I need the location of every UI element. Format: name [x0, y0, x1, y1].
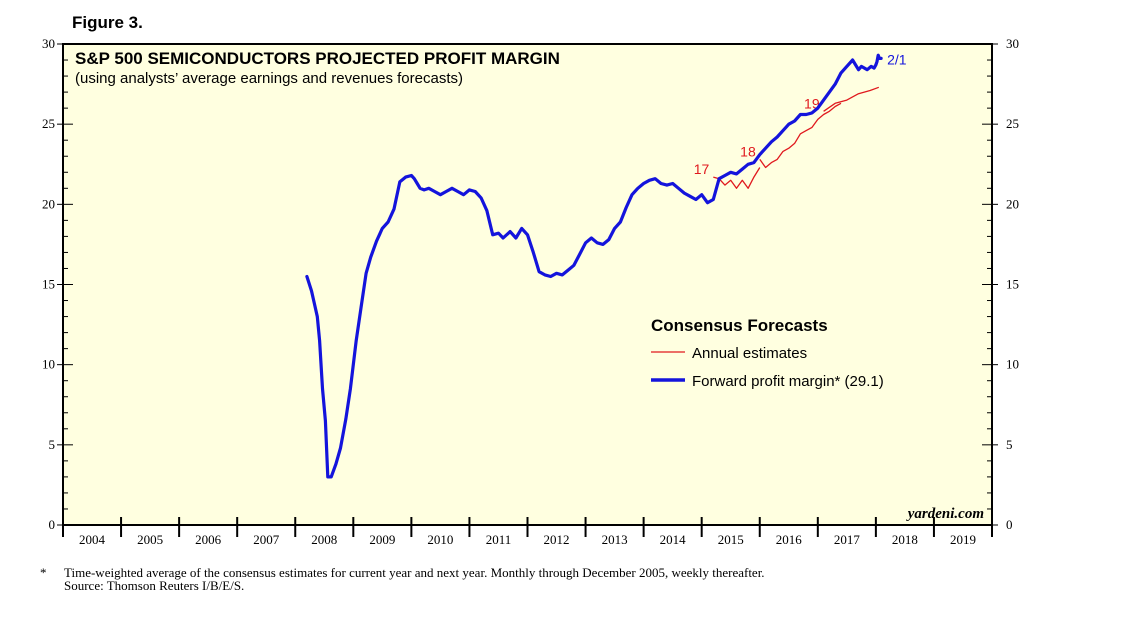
y-tick-label-left: 25 — [42, 116, 55, 131]
x-tick-label: 2015 — [718, 532, 744, 547]
footnote-note: Time-weighted average of the consensus e… — [64, 565, 765, 580]
legend-title: Consensus Forecasts — [651, 316, 828, 335]
footnote-source: Source: Thomson Reuters I/B/E/S. — [64, 578, 245, 593]
x-tick-label: 2009 — [369, 532, 395, 547]
x-tick-label: 2014 — [660, 532, 687, 547]
figure-label: Figure 3. — [72, 13, 143, 32]
y-tick-label-right: 20 — [1006, 196, 1019, 211]
chart: 0 0 5 5 10 10 15 15 20 20 25 25 30 30 2004 2005 2006 2007… — [42, 36, 1019, 547]
annual-estimate-label: 19 — [804, 95, 820, 111]
x-tick-label: 2004 — [79, 532, 106, 547]
forward-margin-line — [305, 53, 883, 479]
y-tick-label-left: 30 — [42, 36, 55, 51]
legend-label-forward: Forward profit margin* (29.1) — [692, 373, 884, 390]
forward-margin-end-label: 2/1 — [887, 51, 907, 67]
y-tick-label-left: 20 — [42, 196, 55, 211]
x-tick-label: 2005 — [137, 532, 163, 547]
annual-estimate-line — [759, 102, 842, 169]
legend: Consensus Forecasts Annual estimates For… — [651, 316, 884, 390]
x-tick-label: 2006 — [195, 532, 222, 547]
annual-estimate-label: 18 — [740, 143, 756, 159]
annual-estimate-line — [713, 167, 761, 189]
y-tick-label-right: 0 — [1006, 517, 1013, 532]
y-tick-label-left: 0 — [49, 517, 56, 532]
y-tick-label-right: 25 — [1006, 116, 1019, 131]
x-tick-label: 2007 — [253, 532, 280, 547]
y-tick-label-right: 30 — [1006, 36, 1019, 51]
y-tick-label-left: 10 — [42, 357, 55, 372]
plot-background — [63, 44, 992, 525]
plot-border — [62, 43, 993, 526]
watermark: yardeni.com — [906, 506, 984, 522]
x-tick-label: 2011 — [486, 532, 512, 547]
chart-title: S&P 500 SEMICONDUCTORS PROJECTED PROFIT … — [75, 49, 560, 68]
legend-label-annual: Annual estimates — [692, 345, 807, 362]
annual-estimate-line — [823, 86, 880, 112]
x-tick-label: 2013 — [602, 532, 628, 547]
footnote: * Time-weighted average of the consensus … — [40, 566, 765, 592]
y-tick-label-left: 15 — [42, 277, 55, 292]
x-tick-label: 2016 — [776, 532, 803, 547]
y-tick-label-right: 10 — [1006, 357, 1019, 372]
x-tick-label: 2017 — [834, 532, 861, 547]
footnote-star: * — [40, 565, 47, 580]
annual-estimate-label: 17 — [694, 161, 710, 177]
x-tick-label: 2010 — [427, 532, 453, 547]
y-tick-label-right: 5 — [1006, 437, 1013, 452]
y-tick-label-right: 15 — [1006, 277, 1019, 292]
x-tick-label: 2019 — [950, 532, 976, 547]
y-tick-label-left: 5 — [49, 437, 56, 452]
x-tick-label: 2018 — [892, 532, 918, 547]
chart-subtitle: (using analysts’ average earnings and re… — [75, 70, 463, 87]
x-tick-label: 2012 — [544, 532, 570, 547]
x-tick-label: 2008 — [311, 532, 337, 547]
